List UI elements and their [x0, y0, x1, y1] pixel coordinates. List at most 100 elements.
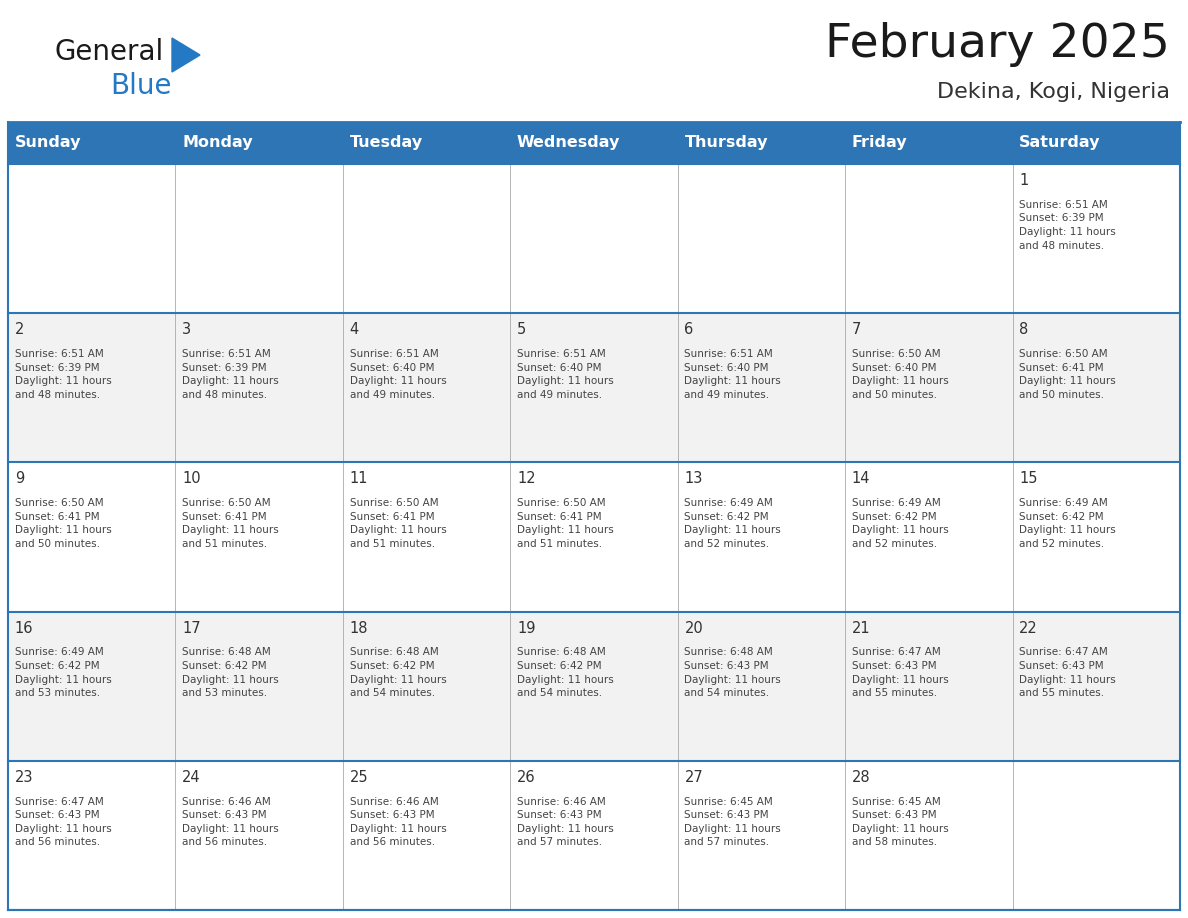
Text: Tuesday: Tuesday [349, 136, 423, 151]
Text: 7: 7 [852, 322, 861, 337]
Text: Sunrise: 6:50 AM
Sunset: 6:41 PM
Daylight: 11 hours
and 51 minutes.: Sunrise: 6:50 AM Sunset: 6:41 PM Dayligh… [182, 498, 279, 549]
Bar [677, 761, 845, 910]
Text: Sunrise: 6:48 AM
Sunset: 6:43 PM
Daylight: 11 hours
and 54 minutes.: Sunrise: 6:48 AM Sunset: 6:43 PM Dayligh… [684, 647, 782, 699]
Bar [343, 313, 511, 463]
Bar [8, 611, 176, 761]
Text: Sunrise: 6:50 AM
Sunset: 6:41 PM
Daylight: 11 hours
and 51 minutes.: Sunrise: 6:50 AM Sunset: 6:41 PM Dayligh… [517, 498, 614, 549]
Text: Monday: Monday [182, 136, 253, 151]
Bar [8, 122, 1180, 164]
Text: 25: 25 [349, 770, 368, 785]
Text: Sunrise: 6:50 AM
Sunset: 6:40 PM
Daylight: 11 hours
and 50 minutes.: Sunrise: 6:50 AM Sunset: 6:40 PM Dayligh… [852, 349, 948, 400]
Text: 26: 26 [517, 770, 536, 785]
Text: Sunrise: 6:49 AM
Sunset: 6:42 PM
Daylight: 11 hours
and 52 minutes.: Sunrise: 6:49 AM Sunset: 6:42 PM Dayligh… [852, 498, 948, 549]
Text: Dekina, Kogi, Nigeria: Dekina, Kogi, Nigeria [937, 82, 1170, 102]
Text: Sunrise: 6:49 AM
Sunset: 6:42 PM
Daylight: 11 hours
and 52 minutes.: Sunrise: 6:49 AM Sunset: 6:42 PM Dayligh… [1019, 498, 1116, 549]
Text: Sunrise: 6:51 AM
Sunset: 6:39 PM
Daylight: 11 hours
and 48 minutes.: Sunrise: 6:51 AM Sunset: 6:39 PM Dayligh… [1019, 200, 1116, 251]
Polygon shape [172, 38, 200, 72]
Bar [8, 313, 176, 463]
Text: Sunrise: 6:49 AM
Sunset: 6:42 PM
Daylight: 11 hours
and 52 minutes.: Sunrise: 6:49 AM Sunset: 6:42 PM Dayligh… [684, 498, 782, 549]
Bar [511, 611, 677, 761]
Bar [1012, 313, 1180, 463]
Text: Wednesday: Wednesday [517, 136, 620, 151]
Text: February 2025: February 2025 [826, 22, 1170, 67]
Text: Sunrise: 6:45 AM
Sunset: 6:43 PM
Daylight: 11 hours
and 57 minutes.: Sunrise: 6:45 AM Sunset: 6:43 PM Dayligh… [684, 797, 782, 847]
Bar [511, 761, 677, 910]
Text: 5: 5 [517, 322, 526, 337]
Text: 10: 10 [182, 471, 201, 487]
Bar [845, 164, 1012, 313]
Text: Sunrise: 6:47 AM
Sunset: 6:43 PM
Daylight: 11 hours
and 56 minutes.: Sunrise: 6:47 AM Sunset: 6:43 PM Dayligh… [14, 797, 112, 847]
Text: 4: 4 [349, 322, 359, 337]
Text: 2: 2 [14, 322, 24, 337]
Text: 11: 11 [349, 471, 368, 487]
Bar [1012, 463, 1180, 611]
Text: Sunrise: 6:50 AM
Sunset: 6:41 PM
Daylight: 11 hours
and 50 minutes.: Sunrise: 6:50 AM Sunset: 6:41 PM Dayligh… [1019, 349, 1116, 400]
Bar [176, 164, 343, 313]
Text: Sunrise: 6:48 AM
Sunset: 6:42 PM
Daylight: 11 hours
and 54 minutes.: Sunrise: 6:48 AM Sunset: 6:42 PM Dayligh… [349, 647, 447, 699]
Text: Sunrise: 6:51 AM
Sunset: 6:40 PM
Daylight: 11 hours
and 49 minutes.: Sunrise: 6:51 AM Sunset: 6:40 PM Dayligh… [349, 349, 447, 400]
Text: 24: 24 [182, 770, 201, 785]
Bar [511, 313, 677, 463]
Bar [511, 463, 677, 611]
Text: 1: 1 [1019, 173, 1029, 188]
Text: Sunday: Sunday [14, 136, 81, 151]
Bar [8, 463, 176, 611]
Text: Sunrise: 6:51 AM
Sunset: 6:40 PM
Daylight: 11 hours
and 49 minutes.: Sunrise: 6:51 AM Sunset: 6:40 PM Dayligh… [684, 349, 782, 400]
Text: Thursday: Thursday [684, 136, 767, 151]
Bar [176, 463, 343, 611]
Bar [176, 761, 343, 910]
Text: Sunrise: 6:49 AM
Sunset: 6:42 PM
Daylight: 11 hours
and 53 minutes.: Sunrise: 6:49 AM Sunset: 6:42 PM Dayligh… [14, 647, 112, 699]
Text: 6: 6 [684, 322, 694, 337]
Text: 20: 20 [684, 621, 703, 635]
Text: General: General [55, 38, 164, 66]
Bar [1012, 761, 1180, 910]
Text: Sunrise: 6:46 AM
Sunset: 6:43 PM
Daylight: 11 hours
and 56 minutes.: Sunrise: 6:46 AM Sunset: 6:43 PM Dayligh… [349, 797, 447, 847]
Text: 17: 17 [182, 621, 201, 635]
Bar [176, 313, 343, 463]
Text: 23: 23 [14, 770, 33, 785]
Text: 12: 12 [517, 471, 536, 487]
Text: Sunrise: 6:51 AM
Sunset: 6:39 PM
Daylight: 11 hours
and 48 minutes.: Sunrise: 6:51 AM Sunset: 6:39 PM Dayligh… [182, 349, 279, 400]
Text: Sunrise: 6:46 AM
Sunset: 6:43 PM
Daylight: 11 hours
and 56 minutes.: Sunrise: 6:46 AM Sunset: 6:43 PM Dayligh… [182, 797, 279, 847]
Text: Sunrise: 6:48 AM
Sunset: 6:42 PM
Daylight: 11 hours
and 54 minutes.: Sunrise: 6:48 AM Sunset: 6:42 PM Dayligh… [517, 647, 614, 699]
Bar [343, 164, 511, 313]
Text: Sunrise: 6:51 AM
Sunset: 6:40 PM
Daylight: 11 hours
and 49 minutes.: Sunrise: 6:51 AM Sunset: 6:40 PM Dayligh… [517, 349, 614, 400]
Bar [677, 164, 845, 313]
Text: 13: 13 [684, 471, 703, 487]
Text: Blue: Blue [110, 72, 171, 100]
Text: 8: 8 [1019, 322, 1029, 337]
Bar [677, 313, 845, 463]
Text: 21: 21 [852, 621, 871, 635]
Text: 28: 28 [852, 770, 871, 785]
Text: 18: 18 [349, 621, 368, 635]
Text: 15: 15 [1019, 471, 1038, 487]
Bar [677, 611, 845, 761]
Bar [8, 761, 176, 910]
Text: 3: 3 [182, 322, 191, 337]
Bar [343, 611, 511, 761]
Text: 16: 16 [14, 621, 33, 635]
Bar [845, 761, 1012, 910]
Bar [343, 463, 511, 611]
Text: Friday: Friday [852, 136, 908, 151]
Text: Sunrise: 6:48 AM
Sunset: 6:42 PM
Daylight: 11 hours
and 53 minutes.: Sunrise: 6:48 AM Sunset: 6:42 PM Dayligh… [182, 647, 279, 699]
Bar [343, 761, 511, 910]
Bar [677, 463, 845, 611]
Text: Sunrise: 6:47 AM
Sunset: 6:43 PM
Daylight: 11 hours
and 55 minutes.: Sunrise: 6:47 AM Sunset: 6:43 PM Dayligh… [852, 647, 948, 699]
Text: Sunrise: 6:50 AM
Sunset: 6:41 PM
Daylight: 11 hours
and 51 minutes.: Sunrise: 6:50 AM Sunset: 6:41 PM Dayligh… [349, 498, 447, 549]
Text: Sunrise: 6:50 AM
Sunset: 6:41 PM
Daylight: 11 hours
and 50 minutes.: Sunrise: 6:50 AM Sunset: 6:41 PM Dayligh… [14, 498, 112, 549]
Bar [511, 164, 677, 313]
Bar [1012, 164, 1180, 313]
Text: 19: 19 [517, 621, 536, 635]
Text: 9: 9 [14, 471, 24, 487]
Bar [845, 611, 1012, 761]
Text: 27: 27 [684, 770, 703, 785]
Bar [176, 611, 343, 761]
Text: 14: 14 [852, 471, 871, 487]
Bar [8, 164, 176, 313]
Bar [845, 313, 1012, 463]
Text: Sunrise: 6:51 AM
Sunset: 6:39 PM
Daylight: 11 hours
and 48 minutes.: Sunrise: 6:51 AM Sunset: 6:39 PM Dayligh… [14, 349, 112, 400]
Bar [1012, 611, 1180, 761]
Text: Sunrise: 6:47 AM
Sunset: 6:43 PM
Daylight: 11 hours
and 55 minutes.: Sunrise: 6:47 AM Sunset: 6:43 PM Dayligh… [1019, 647, 1116, 699]
Text: Sunrise: 6:45 AM
Sunset: 6:43 PM
Daylight: 11 hours
and 58 minutes.: Sunrise: 6:45 AM Sunset: 6:43 PM Dayligh… [852, 797, 948, 847]
